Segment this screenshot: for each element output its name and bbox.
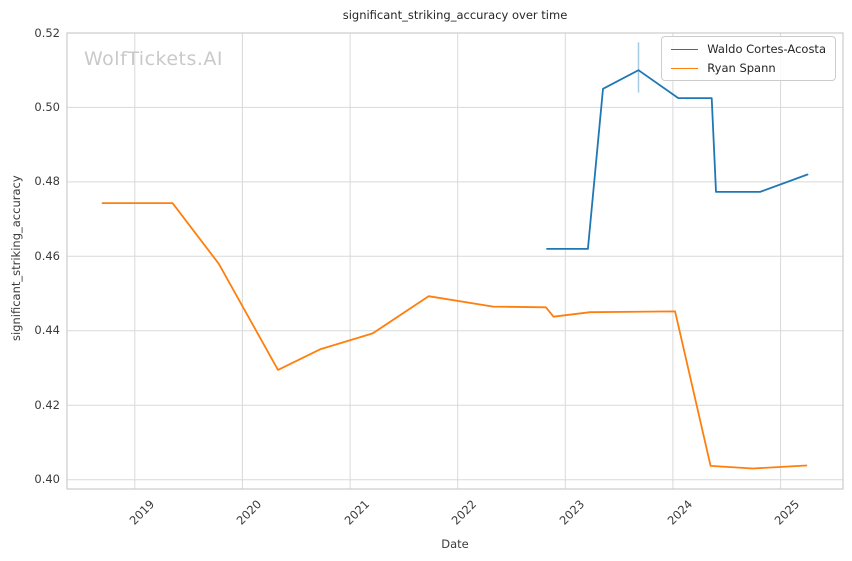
chart-title: significant_striking_accuracy over time xyxy=(342,8,568,22)
y-tick-label: 0.44 xyxy=(34,323,60,338)
legend-line-swatch-blue xyxy=(671,48,699,50)
legend: Waldo Cortes-Acosta Ryan Spann xyxy=(661,36,836,81)
y-tick-label: 0.52 xyxy=(34,25,60,40)
legend-label: Ryan Spann xyxy=(707,61,776,75)
y-tick-label: 0.46 xyxy=(34,248,60,263)
y-tick-label: 0.42 xyxy=(34,397,60,412)
x-axis-label: Date xyxy=(441,537,469,551)
watermark: WolfTickets.AI xyxy=(84,48,224,70)
legend-item-waldo-cortes-acosta: Waldo Cortes-Acosta xyxy=(671,42,826,56)
y-tick-label: 0.48 xyxy=(34,174,60,189)
y-tick-label: 0.50 xyxy=(34,99,60,114)
legend-item-ryan-spann: Ryan Spann xyxy=(671,61,826,75)
legend-label: Waldo Cortes-Acosta xyxy=(707,42,826,56)
legend-line-swatch-orange xyxy=(671,67,699,69)
y-tick-label: 0.40 xyxy=(34,472,60,487)
y-axis-label: significant_striking_accuracy xyxy=(9,175,23,341)
